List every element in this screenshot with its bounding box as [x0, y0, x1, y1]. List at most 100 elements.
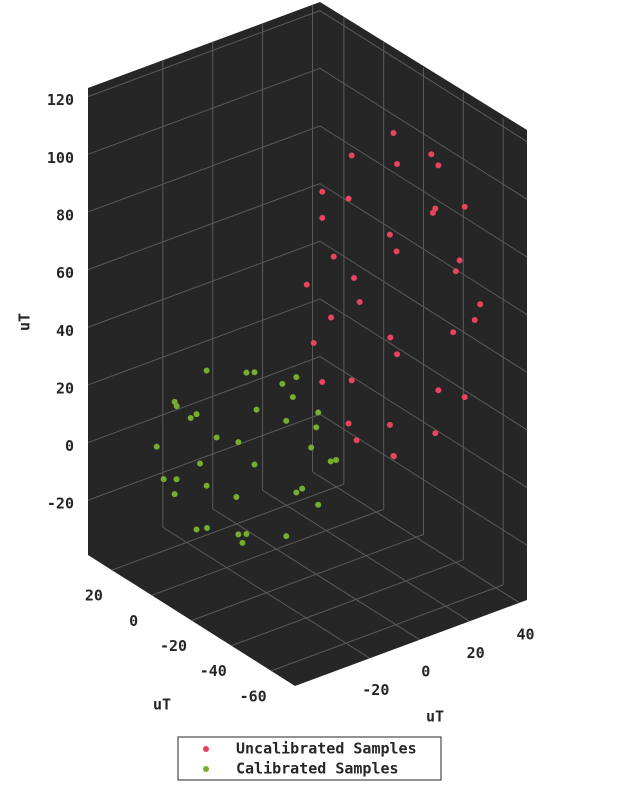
point [253, 406, 260, 413]
grid [87, 4, 528, 672]
point [315, 501, 322, 508]
point [394, 161, 401, 168]
point [233, 494, 240, 501]
z-tick-label: 80 [56, 206, 74, 224]
point [390, 453, 397, 460]
grid-line [87, 413, 321, 501]
point [330, 253, 337, 260]
plot-panes [88, 2, 527, 686]
grid-line [151, 508, 384, 596]
grid-line [231, 559, 464, 647]
point [243, 531, 250, 538]
y-tick-label: 20 [85, 587, 103, 605]
x-tick-label: 40 [516, 625, 534, 643]
point [429, 209, 436, 216]
z-tick-label: 40 [56, 322, 74, 340]
point [450, 329, 457, 336]
points [153, 129, 484, 546]
tick-labels: -20 0 20 40 60 80 100 120 -20 0 20 40 -60 -40 -20 0 20 [47, 91, 535, 705]
point [435, 162, 442, 169]
point [456, 257, 463, 264]
point [461, 203, 468, 210]
grid-line [87, 240, 321, 328]
point [160, 476, 167, 483]
point [251, 369, 258, 376]
grid-line [111, 483, 345, 571]
point [203, 367, 210, 374]
legend-label: Calibrated Samples [236, 760, 399, 778]
point [345, 420, 352, 427]
point [471, 316, 478, 323]
grid-line [87, 10, 321, 98]
legend: Uncalibrated Samples Calibrated Samples [177, 736, 442, 781]
legend-marker [203, 746, 209, 752]
point [235, 531, 242, 538]
y-tick-label: 0 [129, 612, 138, 630]
point [328, 314, 335, 321]
grid-line [191, 534, 424, 621]
grid-line [87, 356, 321, 444]
legend-marker [203, 766, 209, 772]
point [353, 437, 360, 444]
z-tick-label: 60 [56, 264, 74, 282]
point [461, 394, 468, 401]
point [435, 387, 442, 394]
x-axis-label: uT [426, 708, 444, 726]
z-tick-label: 0 [65, 437, 74, 455]
z-tick-label: 100 [47, 149, 74, 167]
point [313, 424, 320, 431]
point [283, 533, 290, 540]
point [171, 491, 178, 498]
point [303, 281, 310, 288]
point [315, 409, 322, 416]
point [348, 152, 355, 159]
point [289, 394, 296, 401]
point [193, 526, 200, 533]
point [345, 195, 352, 202]
point [394, 351, 401, 358]
point [428, 151, 435, 158]
point [293, 374, 300, 381]
point [187, 415, 194, 422]
point [196, 460, 203, 467]
y-tick-label: -40 [200, 662, 227, 680]
legend-box [177, 736, 442, 781]
point [452, 268, 459, 275]
x-tick-label: -20 [362, 681, 389, 699]
point [213, 434, 220, 441]
y-axis-label: uT [153, 696, 171, 714]
point [333, 457, 340, 464]
point [386, 231, 393, 238]
point [239, 539, 246, 546]
point [477, 301, 484, 308]
grid-line [270, 584, 504, 672]
point [319, 214, 326, 221]
grid-line [87, 298, 321, 386]
grid-line [87, 183, 321, 271]
x-tick-label: 0 [421, 662, 430, 680]
point [319, 379, 326, 386]
point [173, 403, 180, 410]
grid-line [87, 125, 321, 213]
point [283, 417, 290, 424]
grid-line [87, 67, 321, 155]
point [350, 275, 357, 282]
point [319, 188, 326, 195]
point [387, 334, 394, 341]
y-tick-label: -60 [240, 687, 267, 705]
point [279, 380, 286, 387]
z-tick-label: 20 [56, 379, 74, 397]
point [432, 430, 439, 437]
z-axis-label: uT [16, 313, 34, 331]
x-tick-label: 20 [467, 644, 485, 662]
point [299, 485, 306, 492]
point [393, 248, 400, 255]
y-tick-label: -20 [160, 637, 187, 655]
point [356, 299, 363, 306]
point [235, 439, 242, 446]
point [251, 461, 258, 468]
z-tick-label: -20 [47, 495, 74, 513]
point [293, 489, 300, 496]
